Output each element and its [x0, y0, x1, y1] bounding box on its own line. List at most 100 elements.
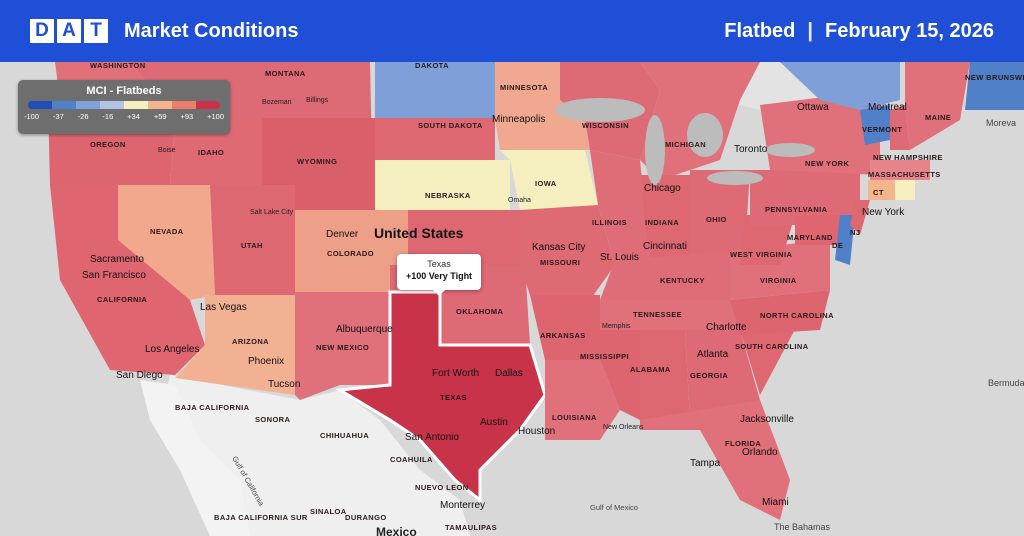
city-st-louis: St. Louis: [600, 252, 639, 263]
state-new-mexico[interactable]: [295, 292, 390, 400]
city-jacksonville: Jacksonville: [740, 414, 794, 425]
state-kansas[interactable]: [408, 210, 520, 265]
state-utah[interactable]: [210, 185, 295, 295]
state-illinois[interactable]: [590, 150, 650, 265]
label-florida: FLORIDA: [725, 439, 761, 448]
state-tooltip: Texas +100 Very Tight: [397, 254, 481, 296]
label-arkansas: ARKANSAS: [540, 331, 586, 340]
state-vermont[interactable]: [860, 105, 890, 145]
label-nevada: NEVADA: [150, 227, 184, 236]
state-maine[interactable]: [905, 62, 970, 150]
baja-land: [140, 380, 250, 536]
city-charlotte: Charlotte: [706, 322, 747, 333]
legend-tick: -16: [102, 112, 114, 121]
state-nebraska[interactable]: [375, 160, 510, 210]
state-missouri[interactable]: [520, 205, 615, 300]
legend-swatch-4: [100, 101, 124, 109]
state-rhode-island[interactable]: [895, 180, 915, 200]
label-wyoming: WYOMING: [297, 157, 337, 166]
state-arizona[interactable]: [175, 295, 295, 395]
state-delaware[interactable]: [835, 215, 855, 265]
city-atlanta: Atlanta: [697, 349, 729, 360]
state-new-hampshire[interactable]: [890, 105, 910, 150]
state-massachusetts[interactable]: [870, 160, 930, 180]
state-louisiana[interactable]: [545, 360, 620, 440]
label-mexico: Mexico: [376, 525, 417, 536]
city-salt-lake-city: Salt Lake City: [250, 209, 294, 216]
header-right: Flatbed | February 15, 2026: [724, 20, 994, 43]
state-indiana[interactable]: [640, 175, 690, 260]
state-georgia[interactable]: [685, 330, 760, 420]
city-miami: Miami: [762, 497, 789, 508]
label-de: DE: [832, 241, 843, 250]
label-virginia: VIRGINIA: [760, 276, 797, 285]
label-baja-california-sur: BAJA CALIFORNIA SUR: [214, 513, 308, 522]
city-toronto: Toronto: [734, 144, 768, 155]
label-coahuila: COAHUILA: [390, 455, 433, 464]
state-ohio[interactable]: [690, 170, 750, 255]
city-orlando: Orlando: [742, 447, 778, 458]
city-new-york: New York: [862, 207, 905, 218]
label-west-virginia: WEST VIRGINIA: [730, 250, 792, 259]
state-iowa[interactable]: [500, 150, 598, 210]
label-new-hampshire: NEW HAMPSHIRE: [873, 153, 943, 162]
city-memphis: Memphis: [602, 323, 631, 330]
state-connecticut[interactable]: [868, 180, 895, 200]
label-new-brunswick: NEW BRUNSWICK: [965, 73, 1024, 82]
state-tennessee[interactable]: [600, 300, 760, 330]
legend-tick: -26: [77, 112, 89, 121]
state-new-jersey[interactable]: [850, 200, 870, 235]
state-maryland[interactable]: [795, 215, 850, 245]
label-michigan: MICHIGAN: [665, 140, 706, 149]
mci-legend: MCI - Flatbeds -100 -37 -26 -16 +34 +59 …: [18, 80, 230, 134]
city-las-vegas: Las Vegas: [200, 302, 247, 313]
state-south-carolina[interactable]: [740, 320, 800, 395]
state-alabama[interactable]: [640, 330, 690, 420]
label-arizona: ARIZONA: [232, 337, 269, 346]
tooltip-state-name: Texas: [427, 259, 451, 269]
legend-swatch-3: [76, 101, 100, 109]
city-tucson: Tucson: [268, 379, 300, 390]
state-kentucky[interactable]: [600, 250, 745, 300]
logo-letter-d: D: [30, 19, 54, 43]
state-south-dakota[interactable]: [375, 118, 495, 160]
state-north-dakota[interactable]: [375, 62, 495, 118]
label-wisconsin: WISCONSIN: [582, 121, 629, 130]
legend-swatch-8: [196, 101, 220, 109]
state-west-virginia[interactable]: [740, 215, 795, 265]
date-label: February 15, 2026: [825, 19, 994, 42]
label-nuevo-leon: NUEVO LEON: [415, 483, 469, 492]
state-pennsylvania[interactable]: [750, 170, 860, 225]
city-albuquerque: Albuquerque: [336, 324, 393, 335]
legend-swatch-2: [52, 101, 76, 109]
city-minneapolis: Minneapolis: [492, 114, 545, 125]
label-alabama: ALABAMA: [630, 365, 671, 374]
us-market-map: WASHINGTON MONTANA OREGON IDAHO WYOMING …: [0, 62, 1024, 536]
label-texas: TEXAS: [440, 393, 467, 402]
state-minnesota[interactable]: [495, 62, 590, 150]
legend-tick: +59: [153, 112, 167, 121]
state-arkansas[interactable]: [530, 295, 600, 360]
state-florida[interactable]: [640, 400, 790, 520]
city-monterrey: Monterrey: [440, 500, 485, 511]
label-tamaulipas: TAMAULIPAS: [445, 523, 497, 532]
state-mississippi[interactable]: [600, 330, 640, 420]
state-north-carolina[interactable]: [730, 290, 830, 335]
label-utah: UTAH: [241, 241, 263, 250]
legend-swatch-1: [28, 101, 52, 109]
legend-tick: +93: [180, 112, 194, 121]
legend-ticks: -100 -37 -26 -16 +34 +59 +93 +100: [24, 112, 224, 121]
state-nevada[interactable]: [118, 185, 215, 300]
state-california[interactable]: [50, 185, 205, 375]
label-kentucky: KENTUCKY: [660, 276, 705, 285]
label-bermuda: Bermuda: [988, 378, 1024, 388]
region-quebec[interactable]: [780, 62, 900, 110]
label-iowa: IOWA: [535, 179, 557, 188]
city-fort-worth: Fort Worth: [432, 368, 479, 379]
state-texas[interactable]: [335, 290, 547, 504]
state-colorado[interactable]: [295, 210, 408, 292]
label-sinaloa: SINALOA: [310, 507, 347, 516]
label-missouri: MISSOURI: [540, 258, 580, 267]
city-billings: Billings: [306, 97, 329, 104]
region-new-brunswick[interactable]: [965, 62, 1024, 110]
